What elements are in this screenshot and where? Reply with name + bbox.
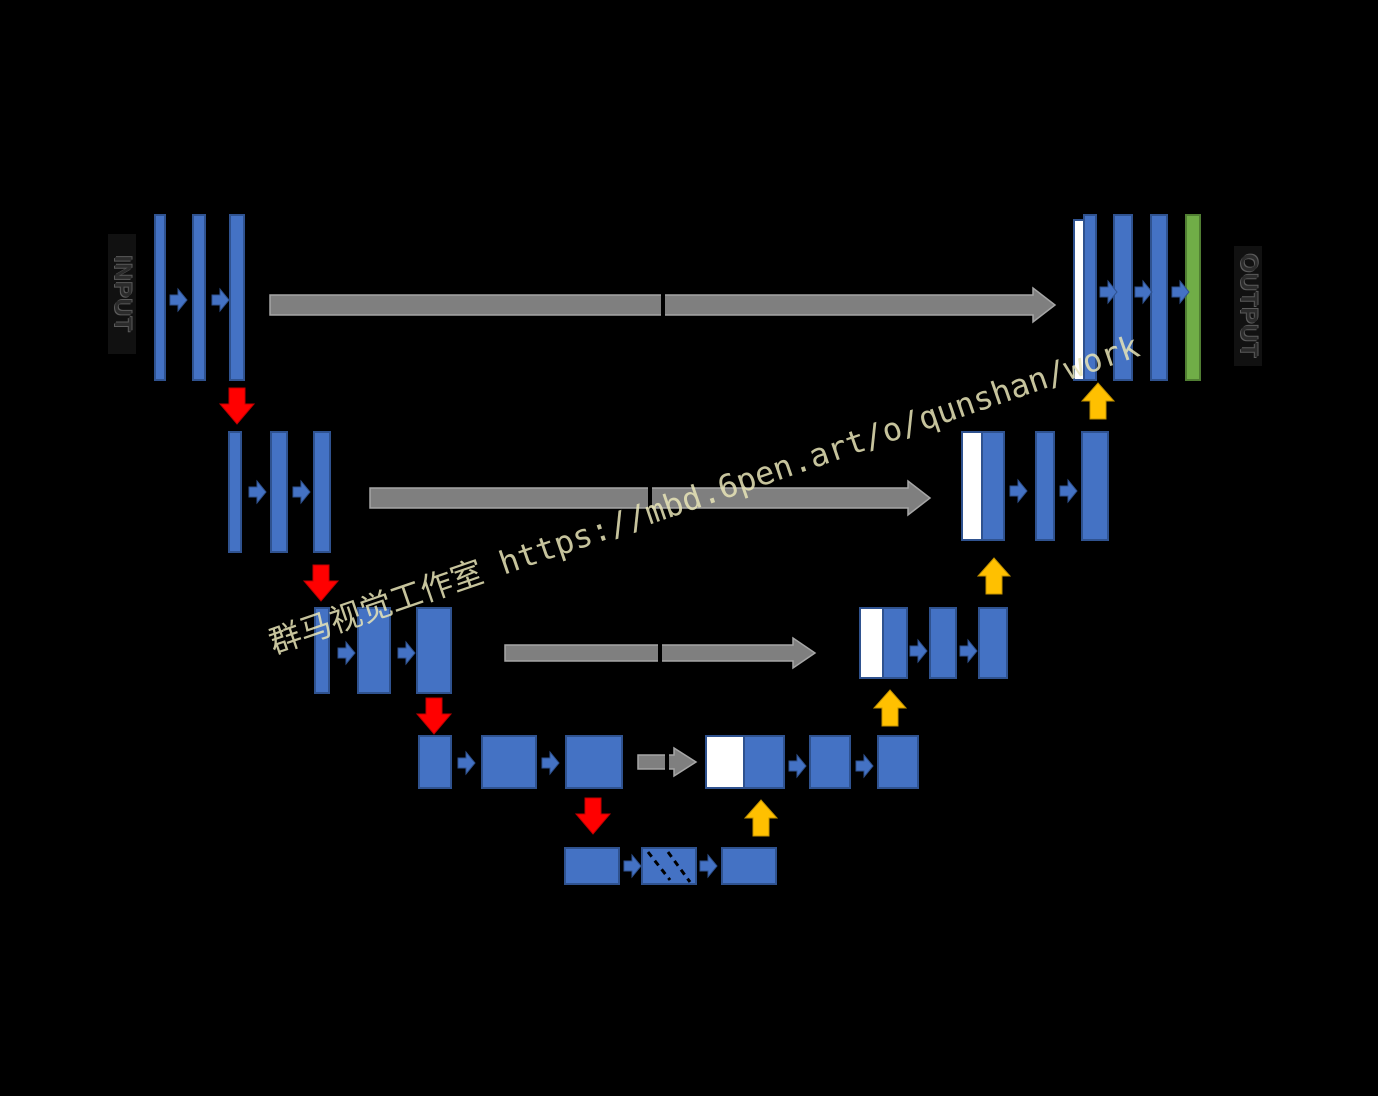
- feature-map-block-17: [809, 735, 851, 789]
- conv-arrow-icon: [457, 750, 476, 776]
- feature-map-block-4: [228, 431, 242, 553]
- conv-arrow-icon: [211, 287, 230, 313]
- feature-map-block-27: [1150, 214, 1168, 381]
- feature-map-block-2: [192, 214, 206, 381]
- conv-arrow-icon: [541, 750, 560, 776]
- feature-map-block-12: [565, 735, 623, 789]
- down-arrow-icon: [302, 564, 340, 602]
- down-arrow-icon: [218, 387, 256, 425]
- conv-arrow-icon: [1009, 478, 1028, 504]
- feature-map-block-23: [1035, 431, 1055, 541]
- conv-arrow-icon: [337, 640, 356, 666]
- skip-connection-break: [658, 643, 662, 663]
- feature-map-block-22: [981, 431, 1005, 541]
- feature-map-block-6: [313, 431, 331, 553]
- conv-arrow-icon: [959, 638, 978, 664]
- conv-arrow-icon: [909, 638, 928, 664]
- feature-map-block-5: [270, 431, 288, 553]
- copied-feature-map-1: [705, 735, 745, 789]
- up-arrow-icon: [872, 689, 908, 727]
- feature-map-block-24: [1081, 431, 1109, 541]
- feature-map-block-18: [877, 735, 919, 789]
- feature-map-block-20: [929, 607, 957, 679]
- up-arrow-icon: [743, 799, 779, 837]
- copied-feature-map-4: [1073, 219, 1085, 381]
- up-arrow-icon: [1080, 382, 1116, 420]
- feature-map-block-21: [978, 607, 1008, 679]
- feature-map-block-8: [357, 607, 391, 694]
- skip-connection-break: [665, 753, 669, 771]
- skip-connection-break: [648, 486, 652, 510]
- feature-map-block-1: [154, 214, 166, 381]
- conv-arrow-icon: [248, 479, 267, 505]
- copied-feature-map-2: [859, 607, 884, 679]
- conv-arrow-icon: [397, 640, 416, 666]
- conv-arrow-icon: [1099, 279, 1118, 305]
- conv-arrow-icon: [699, 853, 718, 879]
- conv-arrow-icon: [169, 287, 188, 313]
- dropout-mark: [646, 851, 672, 881]
- down-arrow-icon: [415, 697, 453, 735]
- conv-arrow-icon: [855, 753, 874, 779]
- feature-map-block-13: [564, 847, 620, 885]
- copied-feature-map-3: [961, 431, 983, 541]
- feature-map-block-7: [314, 607, 330, 694]
- input-label: INPUT: [108, 234, 136, 354]
- feature-map-block-26: [1113, 214, 1133, 381]
- feature-map-block-16: [743, 735, 785, 789]
- output-label: OUTPUT: [1234, 246, 1262, 366]
- down-arrow-icon: [574, 797, 612, 835]
- conv-arrow-icon: [1171, 279, 1190, 305]
- skip-connection-break: [661, 293, 665, 317]
- conv-arrow-icon: [788, 753, 807, 779]
- feature-map-block-15: [721, 847, 777, 885]
- feature-map-block-10: [418, 735, 452, 789]
- conv-arrow-icon: [1059, 478, 1078, 504]
- conv-arrow-icon: [292, 479, 311, 505]
- output-map-block: [1185, 214, 1201, 381]
- feature-map-block-9: [416, 607, 452, 694]
- conv-arrow-icon: [623, 853, 642, 879]
- feature-map-block-11: [481, 735, 537, 789]
- up-arrow-icon: [976, 557, 1012, 595]
- feature-map-block-19: [882, 607, 908, 679]
- conv-arrow-icon: [1134, 279, 1153, 305]
- feature-map-block-3: [229, 214, 245, 381]
